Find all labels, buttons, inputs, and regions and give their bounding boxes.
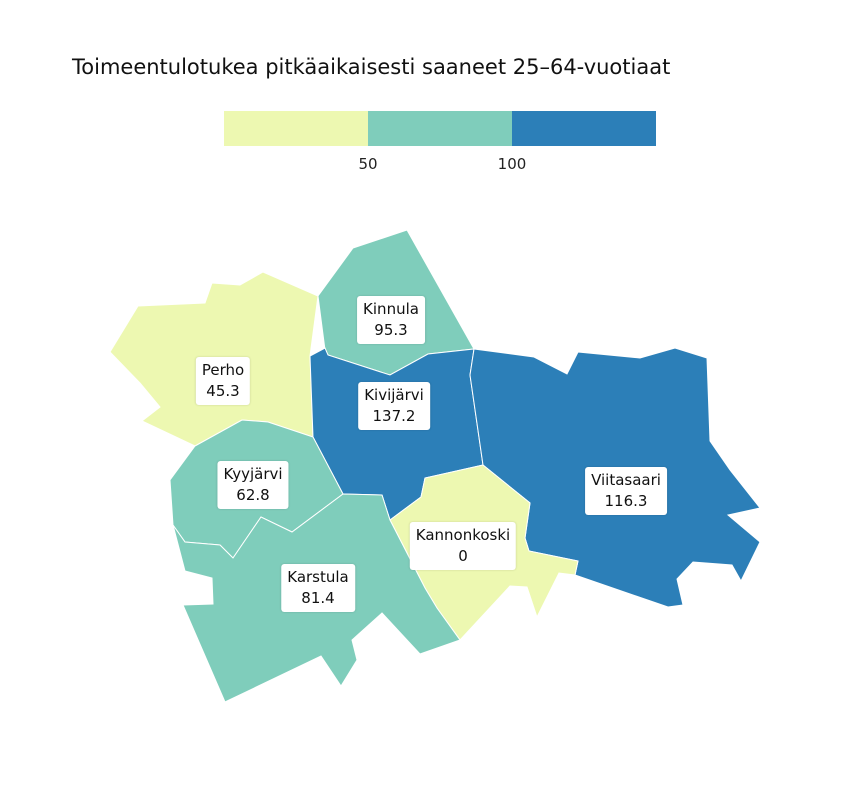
label-karstula: Karstula 81.4 [281, 564, 355, 612]
region-name: Perho [201, 361, 245, 379]
region-name: Kinnula [363, 300, 419, 318]
label-kinnula: Kinnula 95.3 [357, 296, 425, 344]
label-viitasaari: Viitasaari 116.3 [585, 467, 667, 515]
label-kyyjarvi: Kyyjärvi 62.8 [217, 461, 289, 509]
legend-tick-50: 50 [358, 155, 378, 173]
region-value: 45.3 [206, 382, 240, 400]
region-value: 81.4 [301, 589, 335, 607]
legend-segment-mid [368, 111, 512, 146]
region-name: Kyyjärvi [223, 465, 283, 483]
region-value: 116.3 [604, 492, 648, 510]
region-name: Kannonkoski [415, 526, 511, 544]
label-perho: Perho 45.3 [195, 357, 251, 405]
region-name: Karstula [287, 568, 349, 586]
color-legend [224, 111, 656, 146]
map-title: Toimeentulotukea pitkäaikaisesti saaneet… [72, 55, 671, 79]
region-value: 62.8 [236, 486, 270, 504]
legend-segment-high [512, 111, 656, 146]
label-kannonkoski: Kannonkoski 0 [409, 522, 517, 570]
region-value: 0 [458, 547, 468, 565]
legend-tick-100: 100 [497, 155, 527, 173]
region-value: 137.2 [372, 407, 416, 425]
region-name: Viitasaari [591, 471, 661, 489]
region-value: 95.3 [374, 321, 408, 339]
label-kivijarvi: Kivijärvi 137.2 [358, 382, 430, 430]
legend-segment-low [224, 111, 368, 146]
region-name: Kivijärvi [364, 386, 424, 404]
